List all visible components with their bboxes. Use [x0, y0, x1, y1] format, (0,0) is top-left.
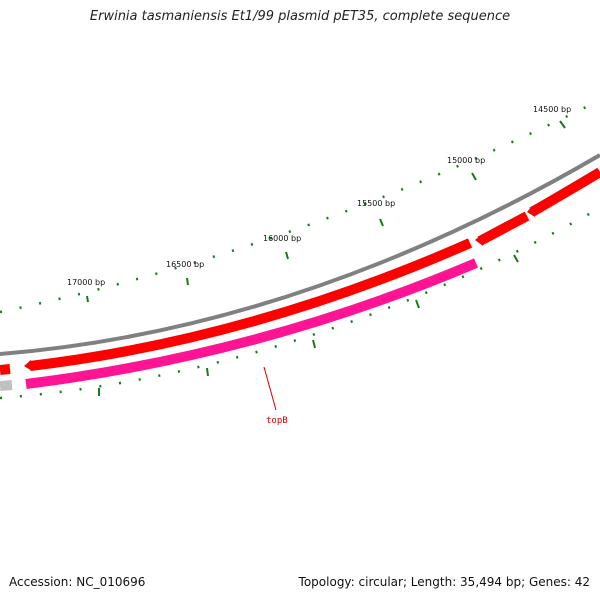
major-tick [471, 172, 477, 181]
forward-gene[interactable] [0, 364, 11, 375]
scale-label: 16000 bp [263, 234, 301, 243]
gene-arrowhead [475, 235, 483, 246]
scale-label: 14500 bp [533, 105, 571, 114]
gene-arrowhead [527, 206, 535, 217]
reverse-gene[interactable] [25, 258, 478, 389]
unknown-gene[interactable] [0, 380, 13, 391]
outer-scale-ring [0, 98, 600, 314]
forward-gene[interactable] [477, 211, 530, 246]
gene-label-leader [263, 366, 277, 411]
forward-gene[interactable] [529, 167, 600, 217]
forward-gene[interactable] [29, 238, 473, 371]
major-tick [559, 120, 566, 129]
major-tick [186, 277, 189, 286]
inner-scale-ring [0, 206, 600, 400]
plasmid-backbone [0, 153, 600, 356]
map-title: Erwinia tasmaniensis Et1/99 plasmid pET3… [89, 9, 511, 24]
major-tick [379, 218, 384, 227]
major-tick [513, 254, 519, 263]
major-tick [285, 251, 289, 260]
summary-label: Topology: circular; Length: 35,494 bp; G… [298, 575, 590, 589]
major-tick [86, 295, 89, 303]
scale-label: 17000 bp [67, 278, 105, 287]
major-tick [206, 367, 209, 377]
gene-label-topb: topB [266, 416, 288, 426]
scale-label: 15000 bp [447, 156, 485, 165]
gene-arrowhead [24, 360, 32, 371]
major-tick [415, 299, 420, 309]
scale-label: 16500 bp [166, 260, 204, 269]
major-tick [312, 339, 316, 349]
scale-label: 15500 bp [357, 199, 395, 208]
accession-label: Accession: NC_010696 [9, 575, 146, 589]
